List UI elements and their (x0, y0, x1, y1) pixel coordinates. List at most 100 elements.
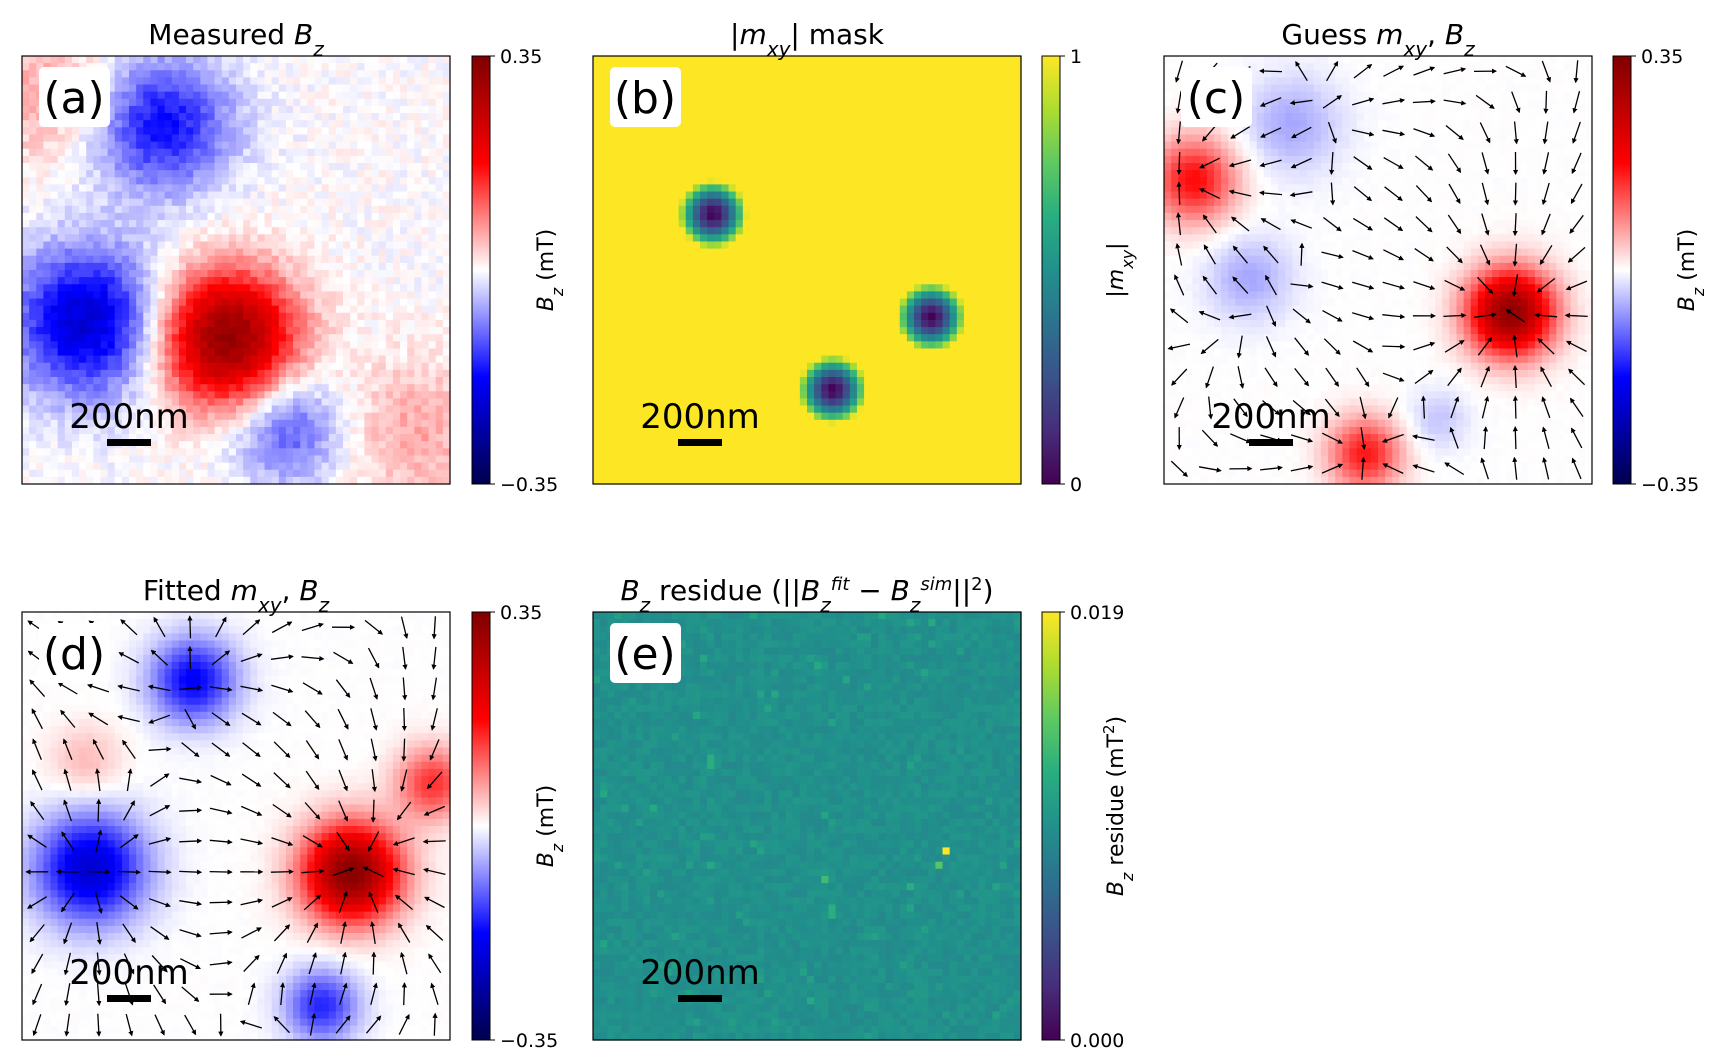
heatmap-cell (264, 448, 273, 457)
heatmap-cell (50, 198, 59, 207)
heatmap-cell (749, 98, 758, 107)
heatmap-cell (778, 170, 787, 178)
heatmap-cell (1006, 120, 1015, 128)
heatmap-cell (29, 148, 37, 157)
heatmap-cell (978, 177, 986, 185)
heatmap-cell (285, 412, 294, 421)
heatmap-cell (742, 91, 751, 100)
heatmap-cell (407, 348, 415, 357)
heatmap-cell (150, 362, 159, 371)
heatmap-cell (107, 327, 116, 335)
heatmap-cell (143, 327, 151, 335)
heatmap-cell (999, 177, 1008, 185)
heatmap-cell (107, 298, 116, 307)
heatmap-cell (385, 56, 394, 64)
heatmap-cell (328, 98, 337, 107)
heatmap-cell (635, 163, 644, 171)
heatmap-cell (143, 312, 151, 321)
heatmap-cell (79, 134, 87, 143)
heatmap-cell (221, 391, 230, 399)
heatmap-cell (849, 205, 858, 214)
heatmap-cell (721, 98, 730, 107)
heatmap-cell (164, 384, 173, 392)
heatmap-cell (79, 455, 87, 464)
heatmap-cell (371, 469, 380, 478)
heatmap-cell (428, 398, 437, 407)
heatmap-cell (164, 177, 173, 185)
heatmap-cell (64, 434, 73, 442)
heatmap-cell (350, 284, 358, 292)
heatmap-cell (50, 327, 59, 335)
heatmap-cell (650, 155, 658, 164)
heatmap-cell (385, 412, 394, 421)
heatmap-cell (671, 127, 680, 136)
heatmap-cell (906, 105, 915, 114)
heatmap-cell (335, 434, 344, 442)
heatmap-cell (421, 270, 430, 278)
heatmap-cell (442, 341, 451, 350)
heatmap-cell (335, 348, 344, 357)
heatmap-cell (350, 405, 358, 414)
heatmap-cell (250, 319, 258, 328)
heatmap-cell (707, 163, 715, 171)
heatmap-cell (257, 455, 266, 464)
heatmap-cell (949, 56, 958, 64)
heatmap-cell (36, 312, 44, 321)
heatmap-cell (392, 277, 401, 285)
heatmap-cell (114, 298, 123, 307)
heatmap-cell (364, 369, 373, 378)
heatmap-cell (343, 255, 351, 264)
heatmap-cell (657, 63, 665, 71)
heatmap-cell (435, 434, 444, 442)
heatmap-cell (150, 405, 159, 414)
heatmap-cell (364, 198, 373, 207)
heatmap-cell (278, 63, 287, 71)
heatmap-cell (314, 441, 323, 449)
heatmap-cell (714, 141, 722, 150)
heatmap-cell (228, 155, 237, 164)
heatmap-cell (878, 70, 887, 78)
heatmap-cell (236, 120, 244, 128)
heatmap-cell (842, 191, 851, 200)
heatmap-cell (93, 434, 102, 442)
heatmap-cell (357, 377, 365, 385)
heatmap-cell (721, 84, 730, 93)
heatmap-cell (79, 177, 87, 185)
heatmap-cell (29, 391, 37, 399)
heatmap-cell (885, 170, 894, 178)
heatmap-cell (43, 412, 52, 421)
heatmap-cell (721, 163, 730, 171)
heatmap-cell (757, 56, 765, 64)
heatmap-cell (442, 298, 451, 307)
heatmap-cell (321, 70, 330, 78)
heatmap-cell (114, 163, 123, 171)
heatmap-cell (321, 377, 330, 385)
heatmap-cell (228, 227, 237, 235)
heatmap-cell (193, 255, 201, 264)
heatmap-cell (921, 70, 929, 78)
heatmap-cell (228, 384, 237, 392)
heatmap-cell (414, 141, 423, 150)
heatmap-cell (942, 113, 951, 121)
heatmap-cell (129, 77, 137, 86)
heatmap-cell (335, 334, 344, 342)
heatmap-cell (956, 98, 965, 107)
heatmap-cell (700, 91, 708, 100)
heatmap-cell (93, 312, 102, 321)
heatmap-cell (849, 77, 858, 86)
heatmap-cell (257, 441, 266, 449)
heatmap-cell (343, 234, 351, 243)
heatmap-cell (121, 120, 130, 128)
heatmap-cell (86, 198, 94, 207)
heatmap-cell (757, 127, 765, 136)
heatmap-cell (178, 384, 187, 392)
heatmap-cell (93, 163, 102, 171)
heatmap-cell (400, 255, 408, 264)
heatmap-cell (321, 191, 330, 200)
heatmap-cell (378, 98, 387, 107)
heatmap-cell (856, 141, 865, 150)
heatmap-cell (928, 134, 936, 143)
heatmap-cell (343, 170, 351, 178)
heatmap-cell (93, 377, 102, 385)
heatmap-cell (228, 312, 237, 321)
